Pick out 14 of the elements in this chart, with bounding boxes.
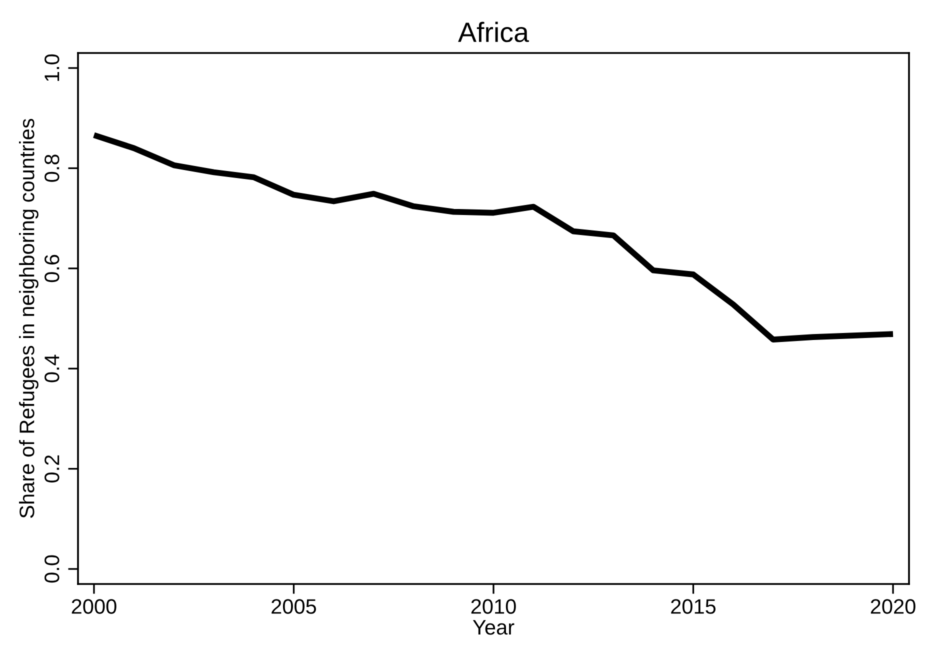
x-tick-label: 2005 — [272, 599, 316, 614]
x-axis-title: Year — [472, 620, 514, 635]
y-tick-label: 0.6 — [44, 254, 60, 282]
x-tick-label: 2010 — [471, 599, 516, 614]
x-tick-label: 2020 — [870, 599, 916, 614]
y-tick-label: 1.0 — [44, 54, 60, 81]
y-tick-label: 0.8 — [44, 154, 60, 182]
y-tick-label: 0.0 — [44, 555, 60, 583]
y-axis-title: Share of Refugees in neighboring countries — [19, 118, 38, 518]
chart-title: Africa — [458, 22, 529, 42]
y-tick-label: 0.4 — [44, 354, 60, 382]
x-tick-label: 2015 — [671, 599, 716, 614]
x-tick-label: 2000 — [72, 599, 116, 614]
y-tick-label: 0.2 — [44, 455, 60, 482]
